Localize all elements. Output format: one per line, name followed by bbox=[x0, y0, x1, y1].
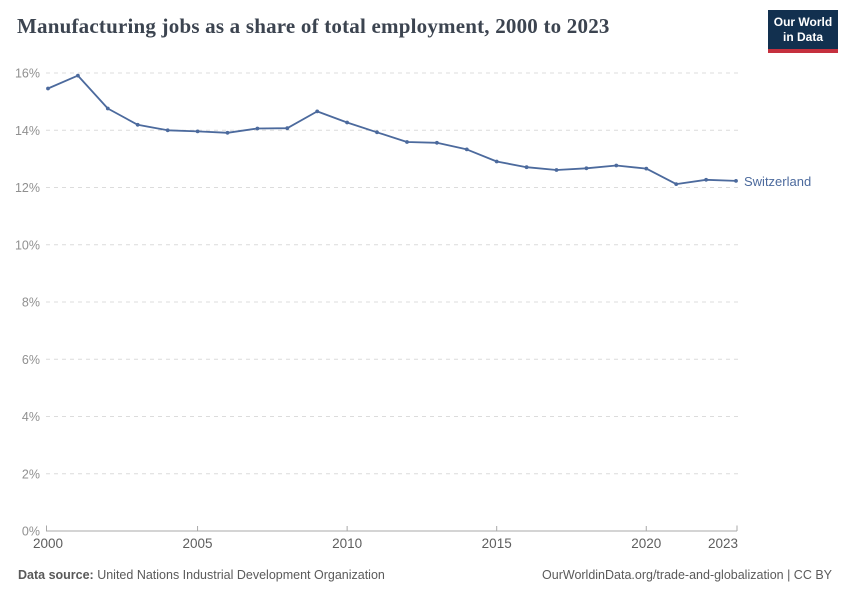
data-point[interactable] bbox=[195, 129, 200, 134]
data-source-label: Data source: bbox=[18, 568, 94, 582]
data-point[interactable] bbox=[734, 179, 738, 183]
data-point[interactable] bbox=[285, 126, 290, 131]
data-point[interactable] bbox=[135, 122, 140, 127]
y-tick-label: 2% bbox=[22, 467, 40, 481]
attribution-link[interactable]: OurWorldinData.org/trade-and-globalizati… bbox=[542, 568, 832, 582]
data-point[interactable] bbox=[554, 168, 559, 172]
data-point[interactable] bbox=[46, 86, 50, 91]
y-tick-label: 8% bbox=[22, 296, 40, 310]
data-point[interactable] bbox=[494, 159, 499, 164]
data-source-note: Data source: United Nations Industrial D… bbox=[18, 568, 385, 582]
y-tick-label: 12% bbox=[15, 181, 40, 195]
data-point[interactable] bbox=[375, 130, 379, 135]
x-tick-label: 2023 bbox=[708, 536, 738, 551]
data-source-value: United Nations Industrial Development Or… bbox=[93, 568, 385, 582]
data-point[interactable] bbox=[76, 73, 80, 78]
x-tick-label: 2010 bbox=[332, 536, 362, 551]
owid-logo-line1: Our World bbox=[773, 15, 833, 29]
data-point[interactable] bbox=[704, 177, 708, 182]
y-tick-label: 14% bbox=[15, 124, 40, 138]
y-tick-label: 16% bbox=[15, 67, 40, 81]
x-tick-label: 2020 bbox=[631, 536, 661, 551]
y-tick-label: 0% bbox=[22, 525, 40, 539]
data-line-switzerland[interactable] bbox=[47, 74, 737, 185]
data-point[interactable] bbox=[405, 140, 409, 144]
chart-footer: Data source: United Nations Industrial D… bbox=[18, 568, 832, 582]
data-point[interactable] bbox=[464, 147, 469, 152]
series-label-switzerland[interactable]: Switzerland bbox=[744, 174, 812, 189]
y-tick-label: 6% bbox=[22, 353, 40, 367]
x-tick-label: 2000 bbox=[33, 536, 63, 551]
x-tick-label: 2015 bbox=[482, 536, 512, 551]
data-point[interactable] bbox=[315, 109, 320, 114]
data-point[interactable] bbox=[435, 140, 439, 145]
data-point[interactable] bbox=[644, 166, 649, 171]
data-point[interactable] bbox=[165, 128, 170, 133]
y-tick-label: 10% bbox=[15, 238, 40, 252]
y-tick-label: 4% bbox=[22, 410, 40, 424]
chart-title: Manufacturing jobs as a share of total e… bbox=[17, 14, 610, 38]
owid-logo[interactable]: Our World in Data bbox=[768, 10, 838, 53]
data-point[interactable] bbox=[255, 126, 260, 131]
data-point[interactable] bbox=[524, 165, 529, 170]
data-point[interactable] bbox=[614, 163, 619, 168]
data-point[interactable] bbox=[345, 120, 349, 125]
data-point[interactable] bbox=[584, 166, 589, 171]
data-point[interactable] bbox=[105, 106, 110, 111]
x-tick-label: 2005 bbox=[183, 536, 213, 551]
owid-logo-line2: in Data bbox=[782, 30, 823, 44]
data-point[interactable] bbox=[674, 182, 679, 187]
data-point[interactable] bbox=[225, 130, 230, 135]
